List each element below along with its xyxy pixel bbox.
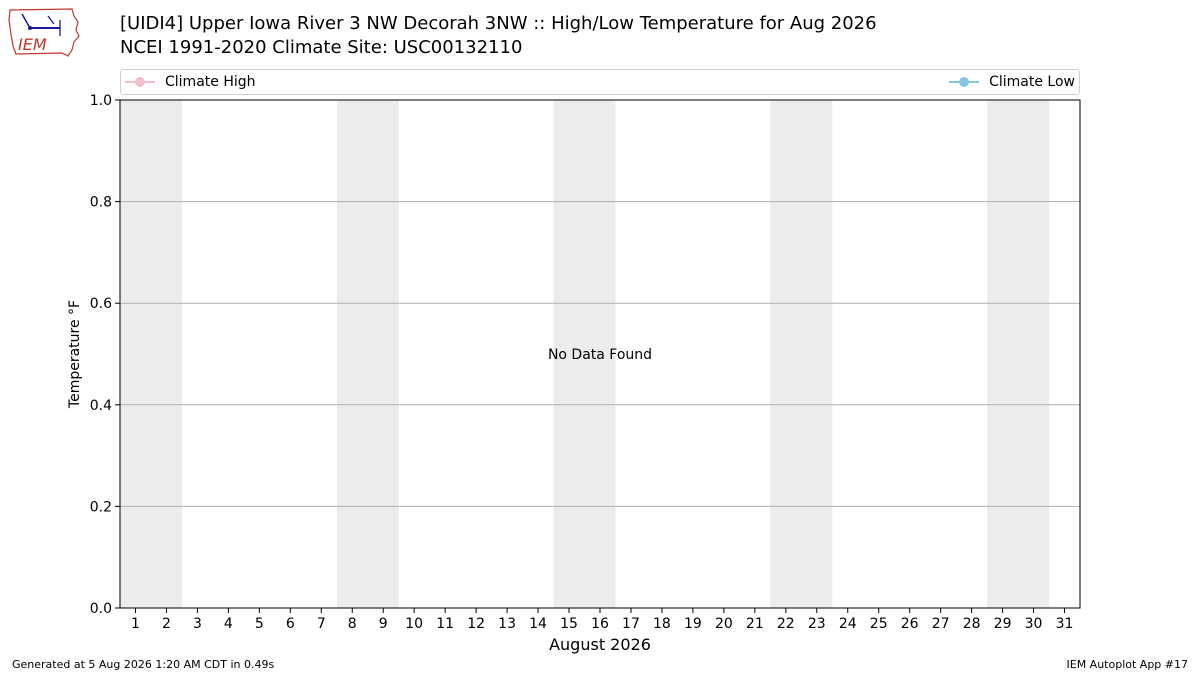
- x-tick-label: 11: [436, 616, 454, 632]
- x-tick-label: 28: [963, 616, 981, 632]
- x-tick-label: 30: [1025, 616, 1043, 632]
- y-tick-label: 0.8: [90, 195, 112, 211]
- x-tick-label: 23: [808, 616, 826, 632]
- y-axis-label: Temperature °F: [67, 300, 83, 409]
- x-tick-label: 13: [498, 616, 516, 632]
- weekend-shade-band: [120, 100, 182, 608]
- x-tick-label: 7: [317, 616, 326, 632]
- iem-iowa-logo-icon: IEM: [8, 8, 80, 57]
- x-tick-label: 4: [224, 616, 233, 632]
- x-tick-label: 26: [901, 616, 919, 632]
- chart-subtitle: NCEI 1991-2020 Climate Site: USC00132110: [120, 37, 523, 58]
- x-tick-label: 25: [870, 616, 888, 632]
- weekend-shade-band: [770, 100, 833, 608]
- weekend-shade-band: [336, 100, 399, 608]
- x-tick-label: 21: [746, 616, 764, 632]
- y-tick-label: 0.2: [90, 499, 112, 515]
- app-credit: IEM Autoplot App #17: [1066, 658, 1189, 671]
- x-tick-label: 12: [467, 616, 485, 632]
- x-tick-label: 18: [653, 616, 671, 632]
- x-tick-label: 15: [560, 616, 578, 632]
- x-tick-label: 6: [286, 616, 295, 632]
- x-tick-label: 24: [839, 616, 857, 632]
- y-tick-label: 0.6: [90, 296, 112, 312]
- legend-swatch-climate-high: [125, 70, 155, 94]
- chart-title-block: [UIDI4] Upper Iowa River 3 NW Decorah 3N…: [120, 12, 877, 60]
- x-tick-label: 22: [777, 616, 795, 632]
- x-tick-label: 9: [379, 616, 388, 632]
- x-tick-label: 27: [932, 616, 950, 632]
- x-axis-label: August 2026: [549, 635, 651, 654]
- x-tick-label: 1: [131, 616, 140, 632]
- no-data-annotation: No Data Found: [548, 347, 652, 363]
- chart-title: [UIDI4] Upper Iowa River 3 NW Decorah 3N…: [120, 13, 877, 34]
- legend-swatch-climate-low: [949, 70, 980, 94]
- x-tick-label: 3: [193, 616, 202, 632]
- x-tick-label: 31: [1056, 616, 1074, 632]
- x-tick-label: 2: [162, 616, 171, 632]
- weekend-shade-band: [553, 100, 616, 608]
- logo-text: IEM: [18, 35, 47, 54]
- x-tick-label: 14: [529, 616, 547, 632]
- legend-item-climate-low: Climate Low: [949, 70, 1075, 94]
- weekend-shade-band: [987, 100, 1050, 608]
- x-tick-label: 19: [684, 616, 702, 632]
- x-tick-label: 17: [622, 616, 640, 632]
- chart-legend: Climate High Climate Low: [120, 69, 1080, 95]
- y-tick-label: 1.0: [90, 93, 112, 109]
- legend-item-climate-high: Climate High: [125, 70, 256, 94]
- generated-timestamp: Generated at 5 Aug 2026 1:20 AM CDT in 0…: [12, 658, 275, 671]
- x-tick-label: 29: [994, 616, 1012, 632]
- x-tick-label: 8: [348, 616, 357, 632]
- x-tick-label: 5: [255, 616, 264, 632]
- x-tick-label: 10: [405, 616, 423, 632]
- y-tick-label: 0.0: [90, 601, 112, 617]
- y-tick-label: 0.4: [90, 398, 112, 414]
- legend-label: Climate High: [165, 74, 256, 90]
- legend-label: Climate Low: [989, 74, 1075, 90]
- x-tick-label: 16: [591, 616, 609, 632]
- x-tick-label: 20: [715, 616, 733, 632]
